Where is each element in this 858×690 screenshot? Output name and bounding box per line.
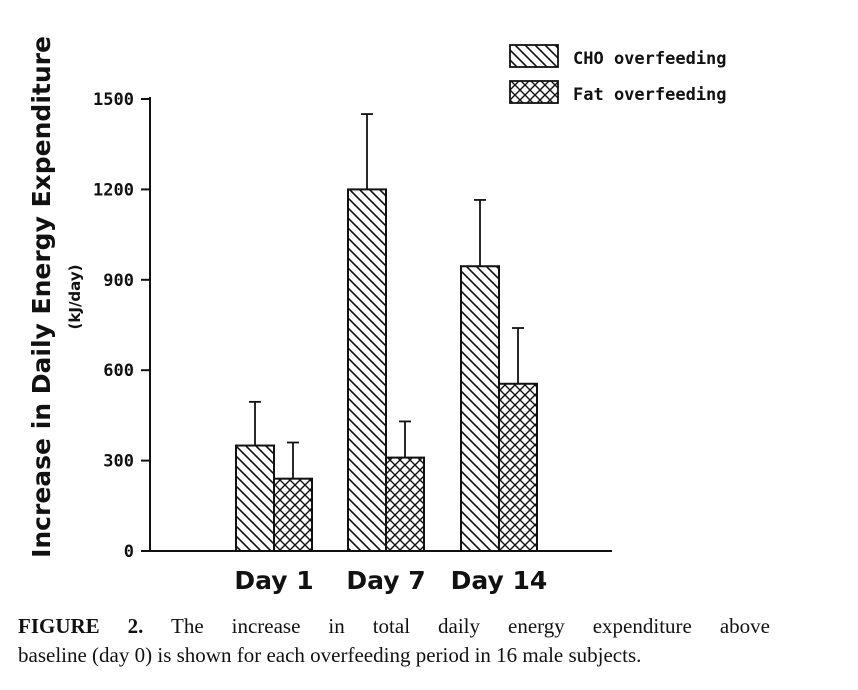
- figure-caption-label: FIGURE 2.: [18, 614, 144, 638]
- bar: [498, 382, 538, 553]
- figure-caption-line-1: The increase in total daily energy expen…: [171, 614, 770, 638]
- x-tick-label: Day 14: [451, 566, 548, 595]
- figure-caption-line-2: baseline (day 0) is shown for each overf…: [18, 643, 642, 667]
- x-tick-label: Day 7: [346, 566, 425, 595]
- x-tick-labels: Day 1 Day 7 Day 14: [234, 566, 547, 595]
- legend-label-fat: Fat overfeeding: [573, 85, 727, 105]
- x-tick-label: Day 1: [234, 566, 313, 595]
- bar: [385, 456, 425, 552]
- error-bars: [249, 113, 524, 479]
- bar: [347, 188, 387, 552]
- bar-chart: Increase in Daily Energy Expenditure (kJ…: [27, 36, 727, 595]
- bar: [273, 477, 313, 552]
- y-axis-label: Increase in Daily Energy Expenditure: [27, 36, 56, 558]
- y-tick-label: 900: [103, 271, 134, 291]
- y-axis-title: Increase in Daily Energy Expenditure (kJ…: [27, 36, 84, 558]
- y-tick-label: 1200: [93, 180, 134, 200]
- legend-swatch-fat: [509, 80, 559, 104]
- legend-label-cho: CHO overfeeding: [573, 49, 727, 69]
- bar: [235, 444, 275, 552]
- legend-swatch-cho: [509, 44, 559, 68]
- axes: 0 300 600 900 1200 1500: [93, 90, 612, 562]
- bars: [235, 188, 538, 553]
- figure-caption: FIGURE 2. The increase in total daily en…: [18, 612, 770, 670]
- y-tick-label: 1500: [93, 90, 134, 110]
- y-tick-label: 0: [124, 542, 134, 562]
- y-axis-unit-label: (kJ/day): [66, 265, 84, 330]
- y-tick-label: 600: [103, 361, 134, 381]
- legend: CHO overfeeding Fat overfeeding: [509, 44, 727, 105]
- y-tick-label: 300: [103, 452, 134, 472]
- bar: [460, 265, 500, 552]
